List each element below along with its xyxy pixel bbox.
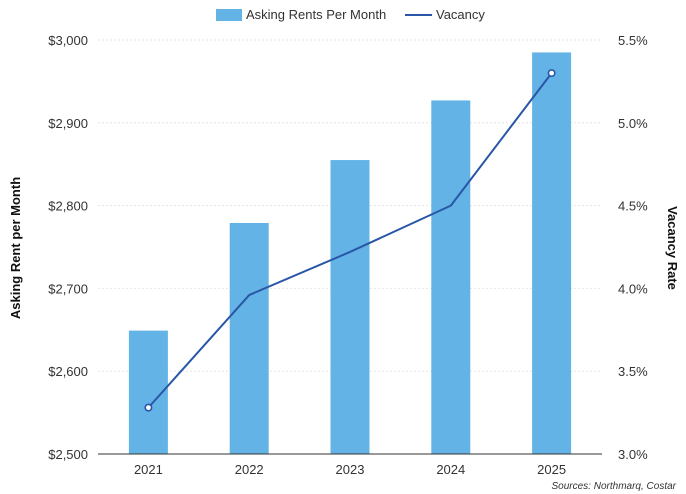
bar-2025: [532, 52, 572, 455]
legend-swatch-asking-rents: [216, 9, 242, 21]
bars: [128, 52, 572, 455]
vacancy-point-2025: [547, 69, 556, 78]
right-y-ticks: 3.0% 3.5% 4.0% 4.5% 5.0% 5.5%: [618, 33, 648, 462]
bar-2022: [229, 222, 269, 454]
y-tick-label: $3,000: [48, 33, 88, 48]
bar-2024: [431, 100, 471, 454]
y2-tick-label: 3.5%: [618, 364, 648, 379]
x-tick-label: 2022: [235, 462, 264, 477]
vacancy-line-series: [144, 69, 556, 412]
legend-label-asking-rents: Asking Rents Per Month: [246, 7, 386, 22]
x-tick-label: 2023: [336, 462, 365, 477]
x-tick-label: 2025: [537, 462, 566, 477]
y2-tick-label: 5.0%: [618, 116, 648, 131]
y-axis-title: Asking Rent per Month: [8, 177, 23, 319]
y2-tick-label: 4.5%: [618, 199, 648, 214]
y-tick-label: $2,700: [48, 281, 88, 296]
vacancy-line: [147, 72, 553, 409]
legend-label-vacancy: Vacancy: [436, 7, 485, 22]
y-tick-label: $2,600: [48, 364, 88, 379]
bar-2023: [330, 160, 370, 454]
source-note: Sources: Northmarq, Costar: [552, 481, 677, 492]
y2-tick-label: 5.5%: [618, 33, 648, 48]
y2-tick-label: 3.0%: [618, 447, 648, 462]
x-tick-label: 2021: [134, 462, 163, 477]
y2-tick-label: 4.0%: [618, 281, 648, 296]
legend: Asking Rents Per Month Vacancy: [216, 7, 485, 22]
vacancy-point-2021: [144, 403, 153, 412]
x-ticks: 2021 2022 2023 2024 2025: [134, 462, 566, 477]
y-tick-label: $2,500: [48, 447, 88, 462]
y-tick-label: $2,900: [48, 116, 88, 131]
y-tick-label: $2,800: [48, 199, 88, 214]
x-tick-label: 2024: [436, 462, 465, 477]
y2-axis-title: Vacancy Rate: [665, 206, 680, 290]
left-y-ticks: $2,500 $2,600 $2,700 $2,800 $2,900 $3,000: [48, 33, 88, 462]
